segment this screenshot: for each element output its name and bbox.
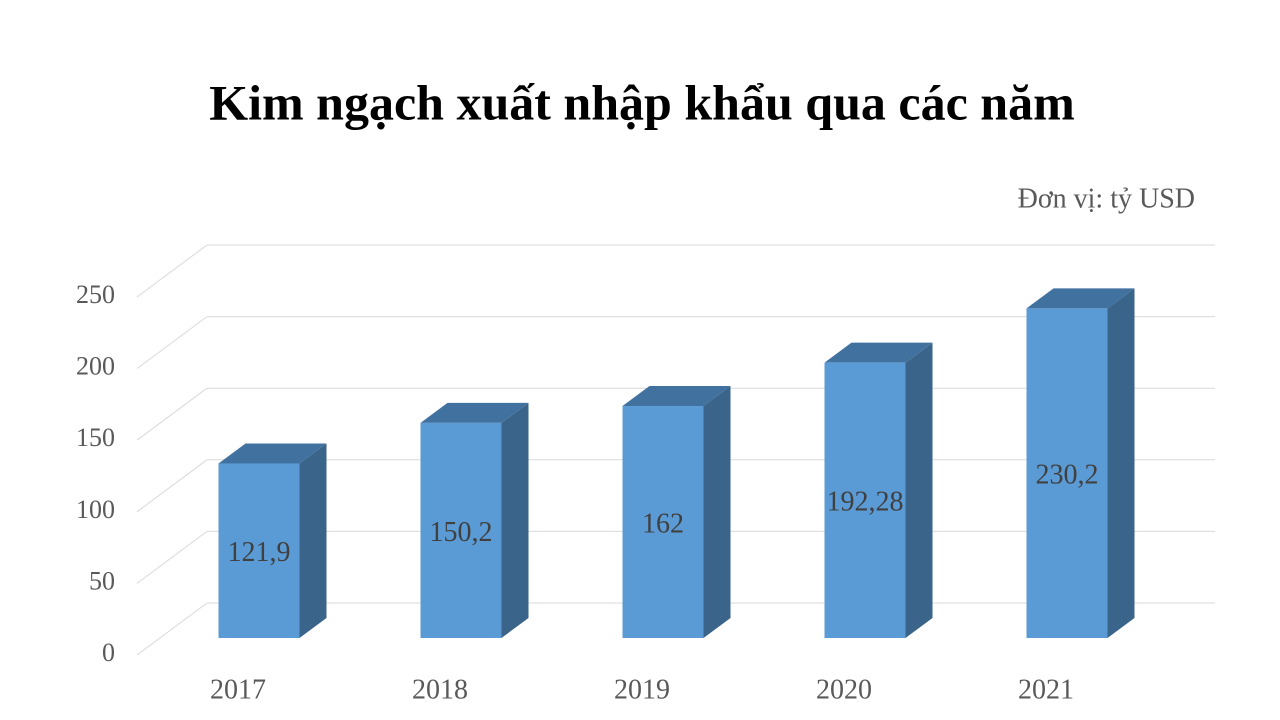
bar bbox=[824, 362, 906, 638]
data-label: 192,28 bbox=[827, 487, 904, 518]
bar-top bbox=[824, 342, 933, 363]
grid-line-side bbox=[136, 387, 208, 441]
bar-top bbox=[622, 386, 731, 407]
x-tick-label: 2019 bbox=[614, 674, 670, 705]
y-tick-label: 100 bbox=[76, 495, 115, 524]
y-tick-label: 50 bbox=[89, 566, 115, 595]
bar-top bbox=[1026, 288, 1135, 309]
bar bbox=[1026, 308, 1108, 638]
bar-side bbox=[905, 342, 933, 638]
data-label: 162 bbox=[642, 508, 684, 539]
bar bbox=[420, 422, 502, 638]
y-tick-label: 0 bbox=[102, 638, 115, 667]
bar-top bbox=[218, 443, 327, 464]
bar-top bbox=[420, 402, 529, 423]
unit-label: Đơn vị: tỷ USD bbox=[1018, 183, 1195, 214]
x-tick-label: 2018 bbox=[412, 674, 468, 705]
grid-line-side bbox=[136, 530, 208, 584]
x-tick-label: 2020 bbox=[816, 674, 872, 705]
y-tick-label: 150 bbox=[76, 423, 115, 452]
bar bbox=[218, 463, 300, 638]
grid-line-side bbox=[136, 459, 208, 513]
x-tick-label: 2021 bbox=[1018, 674, 1074, 705]
bar-side bbox=[1107, 288, 1135, 638]
chart-title: Kim ngạch xuất nhập khẩu qua các năm bbox=[209, 74, 1075, 130]
bar bbox=[622, 406, 704, 638]
bar-side bbox=[703, 386, 731, 638]
data-label: 121,9 bbox=[228, 537, 291, 568]
grid-line-side bbox=[136, 316, 208, 370]
data-label: 230,2 bbox=[1036, 460, 1099, 491]
y-tick-label: 250 bbox=[76, 280, 115, 309]
grid-line-side bbox=[136, 244, 208, 298]
data-label: 150,2 bbox=[430, 517, 493, 548]
bar-side bbox=[299, 443, 327, 638]
x-tick-label: 2017 bbox=[210, 674, 266, 705]
bar-side bbox=[501, 402, 529, 638]
y-tick-label: 200 bbox=[76, 352, 115, 381]
grid-line-side bbox=[136, 602, 208, 656]
